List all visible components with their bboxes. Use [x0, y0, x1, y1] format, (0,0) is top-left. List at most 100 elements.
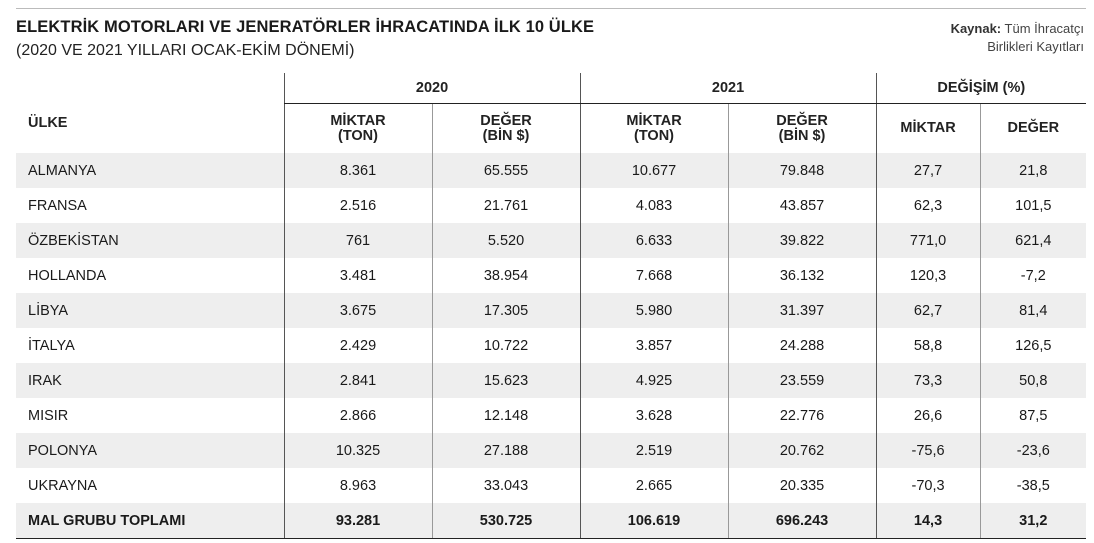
deger-2021-cell: 20.762 — [727, 433, 877, 468]
miktar-2021-cell: 106.619 — [579, 503, 729, 539]
country-cell: FRANSA — [16, 188, 284, 223]
change-miktar-cell: 26,6 — [875, 398, 981, 433]
change-deger-cell: -38,5 — [979, 468, 1087, 503]
miktar-2021-cell: 4.083 — [579, 188, 729, 223]
page-title: ELEKTRİK MOTORLARI VE JENERATÖRLER İHRAC… — [16, 18, 595, 36]
change-miktar-cell: -70,3 — [875, 468, 981, 503]
source-note: Kaynak: Tüm İhracatçı Birlikleri Kayıtla… — [951, 20, 1084, 56]
country-cell: HOLLANDA — [16, 258, 284, 293]
page-header: ELEKTRİK MOTORLARI VE JENERATÖRLER İHRAC… — [16, 10, 1084, 65]
miktar-2020-cell: 2.841 — [283, 363, 432, 398]
deger-2020-cell: 12.148 — [431, 398, 581, 433]
change-miktar-cell: 62,7 — [875, 293, 981, 328]
country-cell: POLONYA — [16, 433, 284, 468]
deger-2021-cell: 39.822 — [727, 223, 877, 258]
col-header-miktar-2020: MİKTAR (TON) — [283, 103, 432, 153]
miktar-2020-cell: 3.675 — [283, 293, 432, 328]
miktar-2021-cell: 3.857 — [579, 328, 729, 363]
country-header: ÜLKE — [28, 115, 68, 131]
miktar-2021-cell: 2.665 — [579, 468, 729, 503]
change-miktar-cell: 62,3 — [875, 188, 981, 223]
country-cell: İTALYA — [16, 328, 284, 363]
deger-2020-cell: 5.520 — [431, 223, 581, 258]
deger-2020-cell: 17.305 — [431, 293, 581, 328]
country-cell: UKRAYNA — [16, 468, 284, 503]
miktar-2021-cell: 2.519 — [579, 433, 729, 468]
change-deger-cell: 126,5 — [979, 328, 1087, 363]
change-deger-cell: 31,2 — [979, 503, 1087, 539]
country-cell: MAL GRUBU TOPLAMI — [16, 503, 284, 539]
miktar-2020-cell: 2.429 — [283, 328, 432, 363]
deger-2021-cell: 31.397 — [727, 293, 877, 328]
table-row: HOLLANDA 3.481 38.954 7.668 36.132 120,3 -7,2 — [16, 258, 1087, 293]
change-miktar-cell: 771,0 — [875, 223, 981, 258]
group-header-change: DEĞİŞİM (%) — [875, 73, 1087, 104]
deger-2021-cell: 696.243 — [727, 503, 877, 539]
source-line-2: Birlikleri Kayıtları — [987, 39, 1084, 54]
page-subtitle: (2020 VE 2021 YILLARI OCAK-EKİM DÖNEMİ) — [16, 42, 355, 59]
miktar-2020-cell: 8.963 — [283, 468, 432, 503]
table-row: ÖZBEKİSTAN 761 5.520 6.633 39.822 771,0 621,4 — [16, 223, 1087, 258]
col-header-deger-2020: DEĞER (BİN $) — [431, 103, 581, 153]
deger-2021-cell: 79.848 — [727, 153, 877, 188]
deger-2021-cell: 36.132 — [727, 258, 877, 293]
change-miktar-cell: -75,6 — [875, 433, 981, 468]
change-deger-cell: 21,8 — [979, 153, 1087, 188]
change-miktar-cell: 120,3 — [875, 258, 981, 293]
miktar-2021-cell: 7.668 — [579, 258, 729, 293]
deger-2021-cell: 24.288 — [727, 328, 877, 363]
export-table: ÜLKE 2020 2021 DEĞİŞİM (%) MİKTAR (TON) D… — [16, 73, 1087, 539]
deger-2020-cell: 21.761 — [431, 188, 581, 223]
table-row: ALMANYA 8.361 65.555 10.677 79.848 27,7 21,8 — [16, 153, 1087, 188]
change-deger-cell: 101,5 — [979, 188, 1087, 223]
country-cell: ÖZBEKİSTAN — [16, 223, 284, 258]
change-deger-cell: 81,4 — [979, 293, 1087, 328]
miktar-2021-cell: 4.925 — [579, 363, 729, 398]
col-header-change-deger: DEĞER — [979, 103, 1087, 153]
table-row: POLONYA 10.325 27.188 2.519 20.762 -75,6 -23,6 — [16, 433, 1087, 468]
table-row: İTALYA 2.429 10.722 3.857 24.288 58,8 126,5 — [16, 328, 1087, 363]
table-row: MISIR 2.866 12.148 3.628 22.776 26,6 87,5 — [16, 398, 1087, 433]
top-rule — [16, 8, 1086, 9]
country-cell: ALMANYA — [16, 153, 284, 188]
deger-2021-cell: 20.335 — [727, 468, 877, 503]
change-deger-cell: 621,4 — [979, 223, 1087, 258]
miktar-2021-cell: 10.677 — [579, 153, 729, 188]
table-body: ALMANYA 8.361 65.555 10.677 79.848 27,7 21,8 FR… — [16, 153, 1087, 539]
col-header-deger-2021: DEĞER (BİN $) — [727, 103, 877, 153]
deger-2020-cell: 15.623 — [431, 363, 581, 398]
table-row: FRANSA 2.516 21.761 4.083 43.857 62,3 101,5 — [16, 188, 1087, 223]
miktar-2021-cell: 3.628 — [579, 398, 729, 433]
change-miktar-cell: 58,8 — [875, 328, 981, 363]
miktar-2021-cell: 6.633 — [579, 223, 729, 258]
source-line-1: Tüm İhracatçı — [1004, 21, 1084, 36]
deger-2021-cell: 22.776 — [727, 398, 877, 433]
col-header-change-miktar: MİKTAR — [875, 103, 981, 153]
country-cell: IRAK — [16, 363, 284, 398]
source-label: Kaynak: — [950, 21, 1002, 36]
group-header-2020: 2020 — [283, 73, 581, 104]
total-row: MAL GRUBU TOPLAMI 93.281 530.725 106.619 696… — [16, 503, 1087, 539]
miktar-2020-cell: 2.866 — [283, 398, 432, 433]
miktar-2020-cell: 10.325 — [283, 433, 432, 468]
deger-2020-cell: 530.725 — [431, 503, 581, 539]
miktar-2020-cell: 3.481 — [283, 258, 432, 293]
miktar-2020-cell: 93.281 — [283, 503, 432, 539]
deger-2020-cell: 65.555 — [431, 153, 581, 188]
table-row: LİBYA 3.675 17.305 5.980 31.397 62,7 81,4 — [16, 293, 1087, 328]
deger-2021-cell: 43.857 — [727, 188, 877, 223]
country-cell: LİBYA — [16, 293, 284, 328]
change-miktar-cell: 14,3 — [875, 503, 981, 539]
miktar-2020-cell: 761 — [283, 223, 432, 258]
deger-2020-cell: 27.188 — [431, 433, 581, 468]
change-miktar-cell: 73,3 — [875, 363, 981, 398]
table-row: IRAK 2.841 15.623 4.925 23.559 73,3 50,8 — [16, 363, 1087, 398]
change-deger-cell: -23,6 — [979, 433, 1087, 468]
miktar-2021-cell: 5.980 — [579, 293, 729, 328]
deger-2020-cell: 10.722 — [431, 328, 581, 363]
miktar-2020-cell: 8.361 — [283, 153, 432, 188]
group-header-2021: 2021 — [579, 73, 877, 104]
change-deger-cell: -7,2 — [979, 258, 1087, 293]
deger-2020-cell: 38.954 — [431, 258, 581, 293]
deger-2021-cell: 23.559 — [727, 363, 877, 398]
